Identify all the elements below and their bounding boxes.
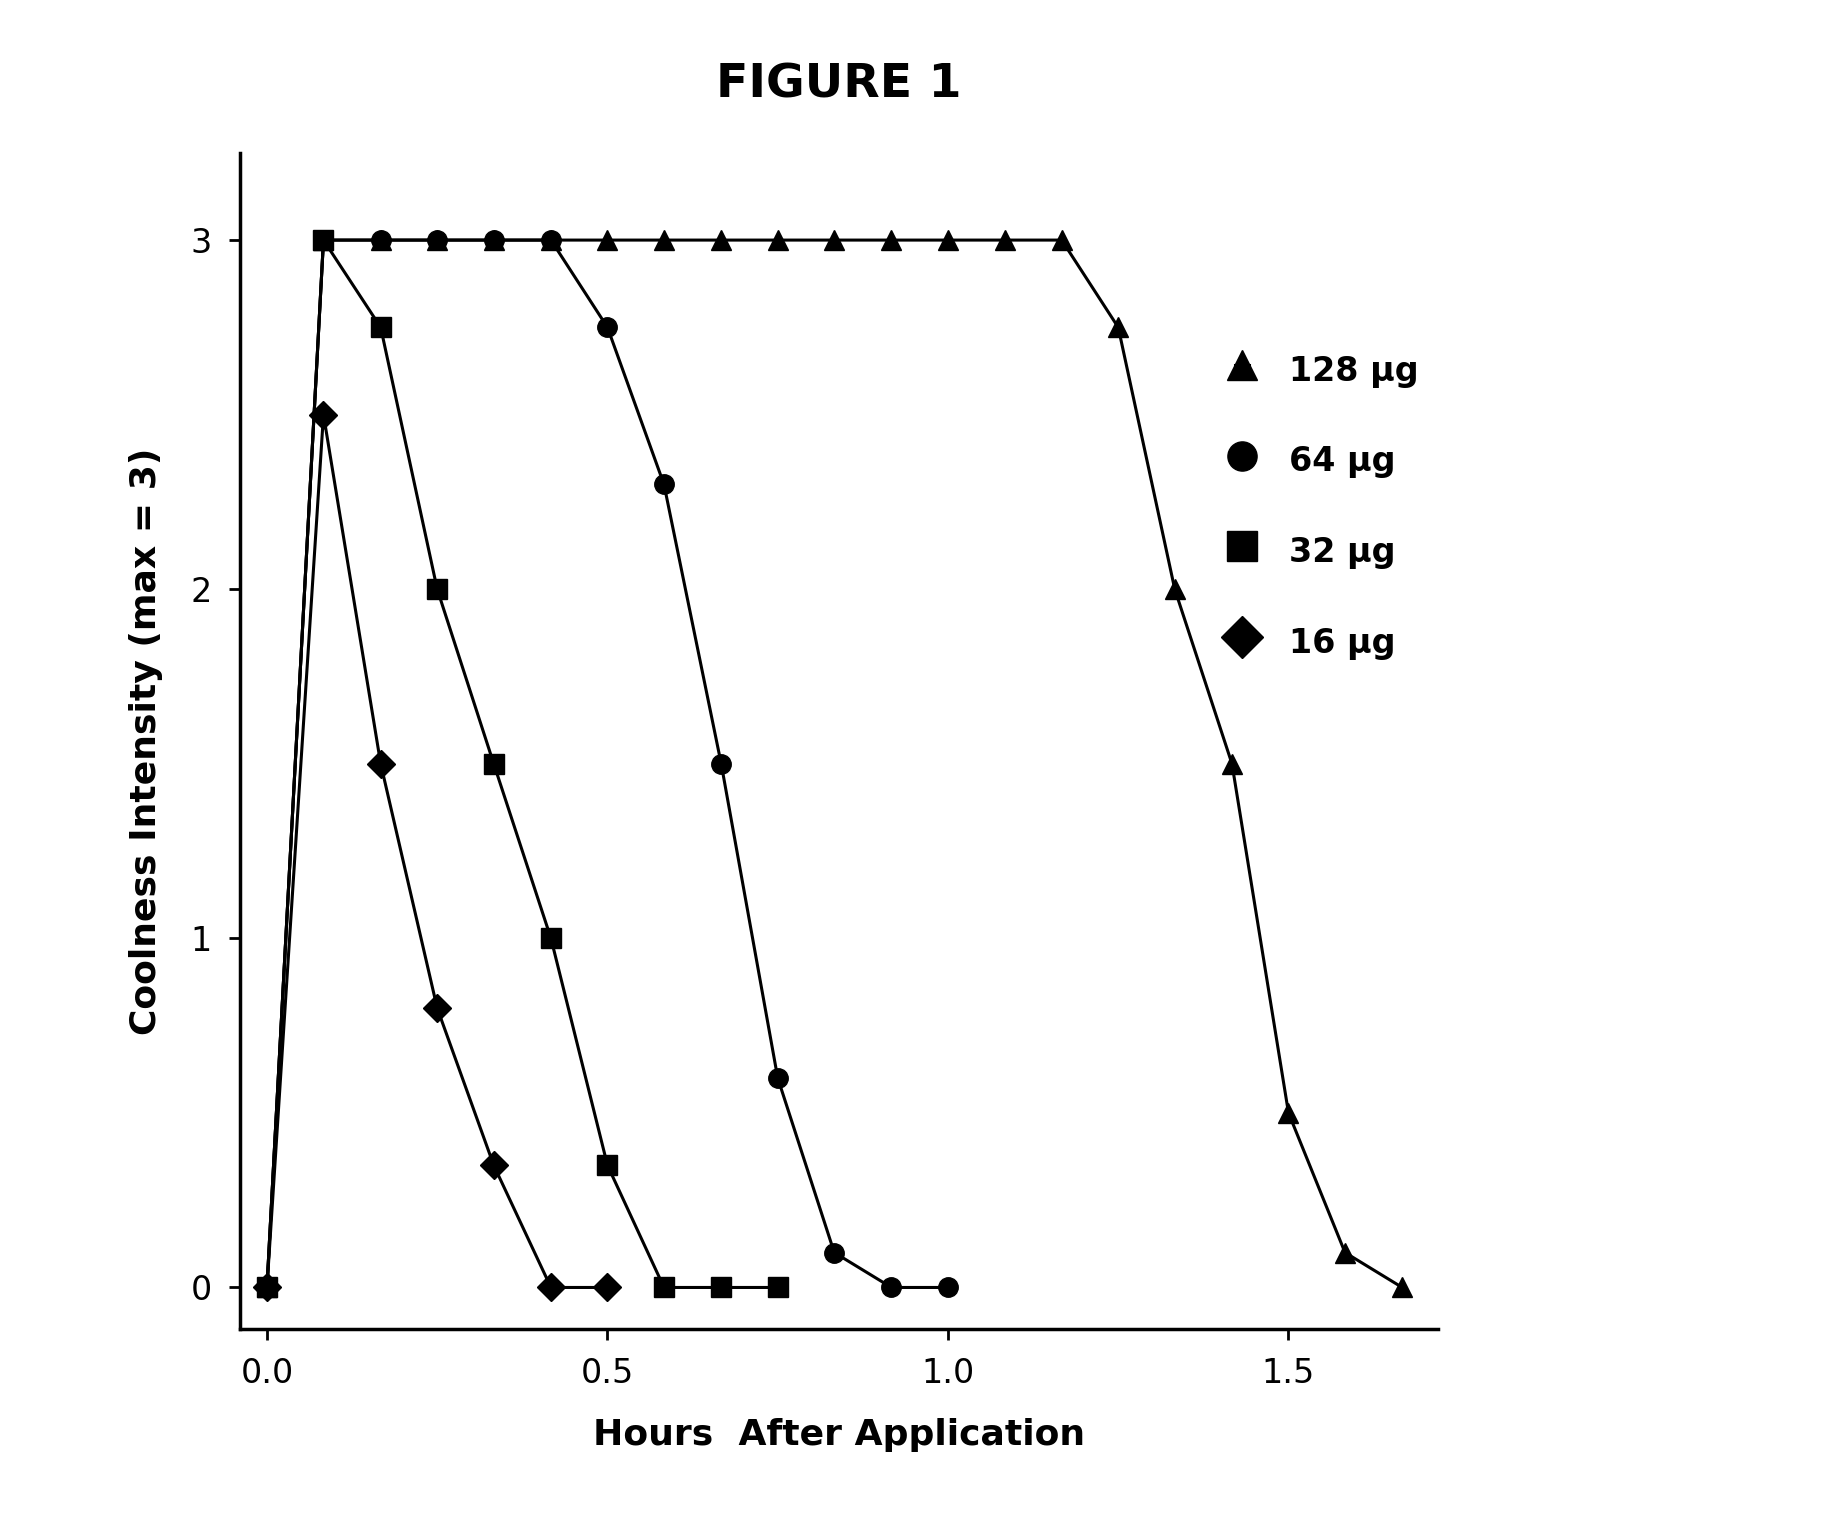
128 μg — [880, 231, 902, 249]
128 μg — [540, 231, 562, 249]
32 μg — [369, 318, 391, 336]
Line: 16 μg: 16 μg — [258, 405, 618, 1297]
128 μg — [767, 231, 789, 249]
128 μg — [483, 231, 505, 249]
64 μg — [822, 1244, 845, 1262]
64 μg — [937, 1279, 959, 1297]
64 μg — [596, 318, 618, 336]
64 μg — [369, 231, 391, 249]
64 μg — [426, 231, 448, 249]
128 μg — [1221, 755, 1243, 773]
32 μg — [653, 1279, 675, 1297]
128 μg — [994, 231, 1016, 249]
32 μg — [540, 929, 562, 947]
128 μg — [1278, 1103, 1300, 1122]
128 μg — [256, 1279, 278, 1297]
128 μg — [596, 231, 618, 249]
128 μg — [1333, 1244, 1355, 1262]
64 μg — [540, 231, 562, 249]
128 μg — [1164, 581, 1186, 599]
16 μg — [540, 1279, 562, 1297]
64 μg — [653, 475, 675, 494]
32 μg — [256, 1279, 278, 1297]
128 μg — [312, 231, 334, 249]
X-axis label: Hours  After Application: Hours After Application — [594, 1418, 1084, 1452]
16 μg — [426, 999, 448, 1018]
Line: 128 μg: 128 μg — [258, 231, 1413, 1297]
Line: 32 μg: 32 μg — [258, 231, 787, 1297]
16 μg — [596, 1279, 618, 1297]
128 μg — [710, 231, 732, 249]
64 μg — [880, 1279, 902, 1297]
128 μg — [426, 231, 448, 249]
128 μg — [937, 231, 959, 249]
32 μg — [596, 1157, 618, 1175]
64 μg — [483, 231, 505, 249]
64 μg — [256, 1279, 278, 1297]
Line: 64 μg: 64 μg — [258, 231, 957, 1297]
Title: FIGURE 1: FIGURE 1 — [715, 63, 963, 107]
32 μg — [312, 231, 334, 249]
128 μg — [1390, 1279, 1413, 1297]
16 μg — [369, 755, 391, 773]
Legend: 128 μg, 64 μg, 32 μg, 16 μg: 128 μg, 64 μg, 32 μg, 16 μg — [1223, 336, 1431, 675]
128 μg — [1051, 231, 1073, 249]
32 μg — [426, 581, 448, 599]
128 μg — [653, 231, 675, 249]
32 μg — [710, 1279, 732, 1297]
32 μg — [767, 1279, 789, 1297]
16 μg — [312, 405, 334, 423]
64 μg — [767, 1068, 789, 1086]
128 μg — [1106, 318, 1129, 336]
16 μg — [256, 1279, 278, 1297]
64 μg — [312, 231, 334, 249]
128 μg — [369, 231, 391, 249]
64 μg — [710, 755, 732, 773]
16 μg — [483, 1157, 505, 1175]
32 μg — [483, 755, 505, 773]
Y-axis label: Coolness Intensity (max = 3): Coolness Intensity (max = 3) — [129, 448, 162, 1034]
128 μg — [822, 231, 845, 249]
